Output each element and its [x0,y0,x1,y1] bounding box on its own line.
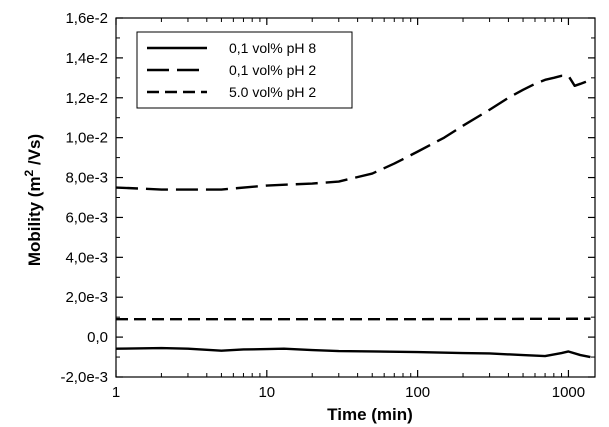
legend-label-3: 5.0 vol% pH 2 [229,84,316,100]
y-tick-label: 4,0e-3 [65,249,108,266]
y-tick-label: 1,0e-2 [65,130,108,147]
x-tick-label: 100 [405,384,430,401]
x-tick-label: 1000 [552,384,585,401]
series-line-2 [115,74,591,191]
y-tick-label: 2,0e-3 [65,289,108,306]
legend-label-2: 0,1 vol% pH 2 [229,62,316,78]
legend: 0,1 vol% pH 8 0,1 vol% pH 2 5.0 vol% pH 2 [136,31,353,109]
y-tick-label: 1,2e-2 [65,90,108,107]
series-layer [115,74,591,359]
y-tick-label: 6,0e-3 [65,209,108,226]
y-axis-title: Mobility (m2 /Vs) [22,134,44,266]
series-line-1 [115,346,591,359]
x-axis-title: Time (min) [327,405,413,424]
y-tick-label: 1,4e-2 [65,50,108,67]
y-tick-label: -2,0e-3 [60,369,108,386]
y-tick-label: 0,0 [87,329,108,346]
legend-box [136,31,353,109]
x-tick-label: 1 [112,384,120,401]
axes-layer: -2,0e-3 0,0 2,0e-3 4,0e-3 6,0e-3 8,0e-3 1,0e-2… [60,10,595,401]
y-tick-label: 1,6e-2 [65,10,108,27]
legend-label-1: 0,1 vol% pH 8 [229,40,316,56]
y-tick-label: 8,0e-3 [65,170,108,187]
y-axis-title-superscript: 2 [22,169,36,176]
x-tick-label: 10 [258,384,275,401]
